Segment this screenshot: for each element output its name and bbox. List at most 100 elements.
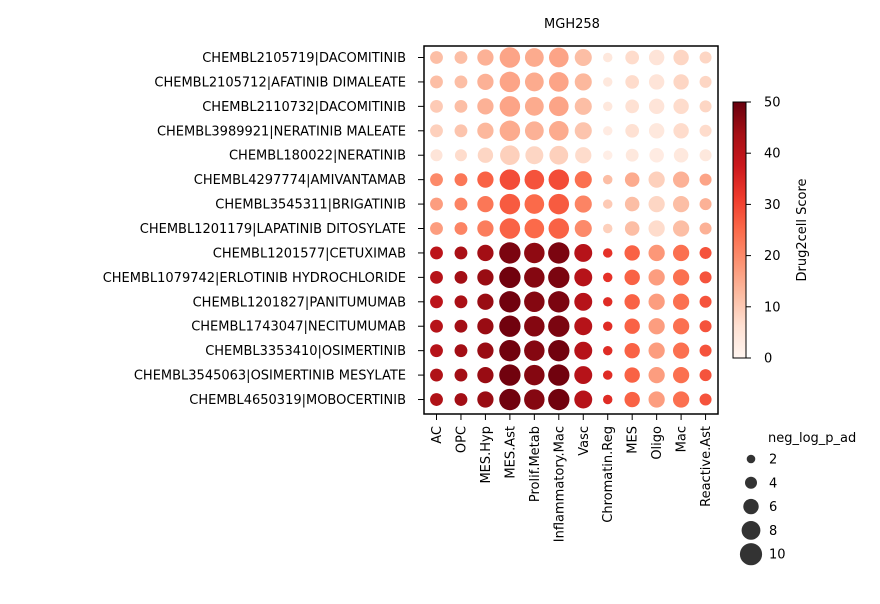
dot-2-10 <box>673 98 689 115</box>
dot-13-4 <box>524 364 545 386</box>
dot-13-8 <box>624 367 640 383</box>
dot-6-0 <box>430 197 443 211</box>
dot-6-9 <box>648 195 665 213</box>
dot-0-1 <box>454 51 468 64</box>
dot-12-9 <box>648 342 665 359</box>
size-legend-dot <box>739 543 763 566</box>
col-label: Mac <box>675 426 690 452</box>
dot-9-7 <box>603 272 613 283</box>
row-label: CHEMBL3353410|OSIMERTINIB <box>205 344 406 359</box>
dot-13-7 <box>603 370 613 380</box>
dot-12-0 <box>430 344 443 358</box>
dot-5-5 <box>548 169 570 190</box>
dot-7-7 <box>603 223 613 234</box>
dot-9-11 <box>699 271 712 284</box>
dot-1-8 <box>625 75 640 89</box>
dot-3-3 <box>499 120 521 142</box>
dot-1-2 <box>477 73 494 91</box>
dot-11-0 <box>430 319 443 333</box>
dot-10-1 <box>454 295 468 309</box>
col-label: Chromatin.Reg <box>601 426 616 523</box>
dot-4-9 <box>649 147 664 163</box>
dot-5-6 <box>574 171 592 189</box>
dot-7-5 <box>548 218 570 239</box>
dot-14-9 <box>648 391 665 408</box>
dot-4-3 <box>500 145 520 166</box>
size-legend-dot <box>746 454 756 464</box>
dot-3-1 <box>454 124 468 138</box>
dot-7-10 <box>672 220 690 237</box>
row-label: CHEMBL1743047|NECITUMUMAB <box>191 320 406 335</box>
dot-8-8 <box>624 245 640 261</box>
dot-14-3 <box>499 388 521 411</box>
dot-6-2 <box>477 195 494 213</box>
dot-2-3 <box>499 96 521 117</box>
dot-2-5 <box>548 96 569 117</box>
dot-8-1 <box>454 246 468 260</box>
dot-0-8 <box>625 50 640 65</box>
dot-11-8 <box>624 318 640 334</box>
dot-1-7 <box>603 77 613 87</box>
dot-11-5 <box>548 315 570 337</box>
dot-8-11 <box>699 246 712 259</box>
dot-2-7 <box>603 101 613 112</box>
plot-frame <box>423 45 719 415</box>
dot-9-8 <box>624 269 640 286</box>
dot-13-11 <box>699 369 712 382</box>
colorbar-ticks: 0 10 20 30 40 50 <box>746 96 781 367</box>
dot-7-9 <box>648 220 665 237</box>
dot-11-4 <box>524 315 545 337</box>
size-legend-label: 2 <box>769 453 777 468</box>
dot-2-1 <box>454 99 468 113</box>
size-legend-dot <box>743 498 759 515</box>
dot-4-11 <box>699 149 712 162</box>
dot-7-3 <box>499 218 521 239</box>
dot-13-5 <box>548 364 570 386</box>
dot-11-1 <box>454 319 468 333</box>
dot-1-4 <box>524 72 544 92</box>
row-label: CHEMBL180022|NERATINIB <box>229 149 406 164</box>
dot-10-4 <box>524 291 545 313</box>
dot-12-5 <box>548 339 570 362</box>
dot-4-1 <box>454 149 467 162</box>
dot-2-0 <box>430 99 443 113</box>
dot-6-8 <box>624 196 640 212</box>
dot-8-4 <box>524 242 545 264</box>
row-label: CHEMBL3545063|OSIMERTINIB MESYLATE <box>134 369 406 384</box>
dot-7-6 <box>574 219 592 238</box>
dot-12-2 <box>477 342 494 359</box>
dot-3-9 <box>648 123 665 139</box>
dot-7-2 <box>477 220 494 237</box>
dot-3-4 <box>524 121 544 141</box>
size-legend-title: neg_log_p_ad <box>768 431 856 446</box>
dot-12-4 <box>524 340 545 361</box>
colorbar-gradient <box>732 101 747 359</box>
dot-0-10 <box>673 49 689 66</box>
size-legend-dot <box>745 476 757 489</box>
dot-10-2 <box>477 293 494 310</box>
dot-13-2 <box>477 366 494 384</box>
dot-1-6 <box>574 73 592 91</box>
colorbar-tick-label: 30 <box>764 198 781 213</box>
dot-13-9 <box>648 366 665 384</box>
dot-5-8 <box>624 172 640 187</box>
dot-3-7 <box>603 126 613 136</box>
dot-3-0 <box>430 124 443 138</box>
row-label: CHEMBL3989921|NERATINIB MALEATE <box>157 124 406 139</box>
dot-4-6 <box>575 147 592 164</box>
row-label: CHEMBL4650319|MOBOCERTINIB <box>189 393 406 408</box>
dot-4-2 <box>477 147 494 163</box>
dot-10-0 <box>430 295 443 309</box>
dot-6-7 <box>603 199 613 209</box>
dot-5-7 <box>603 174 613 185</box>
dot-9-2 <box>477 269 494 286</box>
row-label: CHEMBL1201827|PANITUMUMAB <box>193 295 406 310</box>
dot-10-6 <box>574 292 593 311</box>
column-labels: AC OPC MES.Hyp MES.Ast Prolif.Metab Inflammat… <box>430 414 714 542</box>
colorbar-tick-label: 10 <box>764 300 781 315</box>
dot-0-6 <box>574 48 592 67</box>
dot-10-9 <box>648 293 665 310</box>
dot-12-6 <box>574 341 593 360</box>
dot-14-6 <box>574 390 593 409</box>
